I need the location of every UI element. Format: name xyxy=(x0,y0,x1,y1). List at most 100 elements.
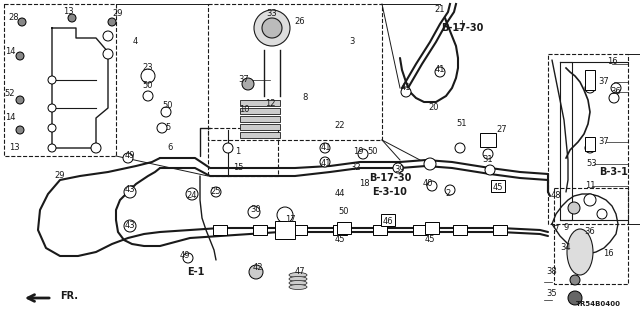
Circle shape xyxy=(186,188,198,200)
Bar xyxy=(585,70,595,90)
Circle shape xyxy=(91,143,101,153)
Circle shape xyxy=(16,96,24,104)
Bar xyxy=(413,225,427,235)
Text: 7: 7 xyxy=(554,226,559,234)
Ellipse shape xyxy=(567,229,593,275)
Text: 29: 29 xyxy=(55,170,65,180)
Text: 3: 3 xyxy=(349,38,355,47)
Circle shape xyxy=(48,124,56,132)
Circle shape xyxy=(123,153,133,163)
Bar xyxy=(554,188,628,284)
Text: 37: 37 xyxy=(239,76,250,85)
Bar xyxy=(240,124,280,130)
Circle shape xyxy=(584,194,596,206)
Circle shape xyxy=(320,157,330,167)
Circle shape xyxy=(570,275,580,285)
Circle shape xyxy=(124,220,136,232)
Text: FR.: FR. xyxy=(60,291,78,301)
Circle shape xyxy=(211,187,221,197)
Circle shape xyxy=(143,91,153,101)
Bar xyxy=(240,100,280,106)
Bar xyxy=(381,214,395,226)
Text: 29: 29 xyxy=(113,10,124,19)
Text: 43: 43 xyxy=(125,220,135,229)
Circle shape xyxy=(124,186,136,198)
Circle shape xyxy=(161,107,171,117)
Circle shape xyxy=(183,253,193,263)
Bar xyxy=(491,180,505,192)
Bar xyxy=(275,221,295,239)
Text: 16: 16 xyxy=(607,57,618,66)
Text: 9: 9 xyxy=(563,224,568,233)
Text: 38: 38 xyxy=(547,268,557,277)
Bar xyxy=(293,225,307,235)
Text: 45: 45 xyxy=(425,235,435,244)
Circle shape xyxy=(16,126,24,134)
Text: 8: 8 xyxy=(302,93,308,102)
Circle shape xyxy=(320,143,330,153)
Circle shape xyxy=(157,123,167,133)
Text: 37: 37 xyxy=(598,137,609,146)
Ellipse shape xyxy=(289,277,307,281)
Text: 22: 22 xyxy=(335,122,345,130)
Text: B-17-30: B-17-30 xyxy=(441,23,483,33)
Circle shape xyxy=(597,209,607,219)
Text: 49: 49 xyxy=(125,151,135,160)
Circle shape xyxy=(48,104,56,112)
Circle shape xyxy=(393,163,403,173)
Circle shape xyxy=(485,165,495,175)
Circle shape xyxy=(242,78,254,90)
Bar xyxy=(253,225,267,235)
Text: 10: 10 xyxy=(239,106,249,115)
Circle shape xyxy=(48,76,56,84)
Text: 53: 53 xyxy=(587,160,597,168)
Circle shape xyxy=(223,143,233,153)
Text: 16: 16 xyxy=(603,249,613,258)
Circle shape xyxy=(568,202,580,214)
Circle shape xyxy=(68,14,76,22)
Text: 44: 44 xyxy=(335,189,345,198)
Bar xyxy=(208,4,382,140)
Text: 18: 18 xyxy=(358,180,369,189)
Circle shape xyxy=(103,49,113,59)
Ellipse shape xyxy=(289,272,307,278)
Text: 26: 26 xyxy=(294,18,305,26)
Bar xyxy=(548,54,628,224)
Text: 39: 39 xyxy=(395,166,405,174)
Text: 41: 41 xyxy=(321,160,332,168)
Text: 45: 45 xyxy=(335,235,345,244)
Circle shape xyxy=(141,69,155,83)
Text: 14: 14 xyxy=(4,48,15,56)
Circle shape xyxy=(435,67,445,77)
Text: 40: 40 xyxy=(423,180,433,189)
Bar xyxy=(240,116,280,122)
Bar xyxy=(493,225,507,235)
Circle shape xyxy=(585,143,595,153)
Text: 33: 33 xyxy=(267,10,277,19)
Text: 50: 50 xyxy=(368,147,378,157)
Text: B-17-30: B-17-30 xyxy=(369,173,411,183)
Text: 13: 13 xyxy=(63,8,74,17)
Bar xyxy=(337,222,351,234)
Text: 13: 13 xyxy=(9,144,19,152)
Text: 32: 32 xyxy=(351,164,362,173)
Circle shape xyxy=(445,185,455,195)
Text: 1: 1 xyxy=(236,147,241,157)
Text: 41: 41 xyxy=(435,65,445,75)
Text: 41: 41 xyxy=(401,84,412,93)
Circle shape xyxy=(611,83,621,93)
Text: 27: 27 xyxy=(497,125,508,135)
Text: 34: 34 xyxy=(561,243,572,253)
Text: 5: 5 xyxy=(165,123,171,132)
Text: 6: 6 xyxy=(167,144,173,152)
Text: 21: 21 xyxy=(435,5,445,14)
Text: 4: 4 xyxy=(132,38,138,47)
Text: 49: 49 xyxy=(180,250,190,259)
Text: 36: 36 xyxy=(584,227,595,236)
Text: 30: 30 xyxy=(251,205,261,214)
Text: 51: 51 xyxy=(457,120,467,129)
Text: 15: 15 xyxy=(233,164,243,173)
Text: E-1: E-1 xyxy=(188,267,205,277)
Text: 28: 28 xyxy=(9,13,19,23)
Text: 48: 48 xyxy=(550,190,561,199)
